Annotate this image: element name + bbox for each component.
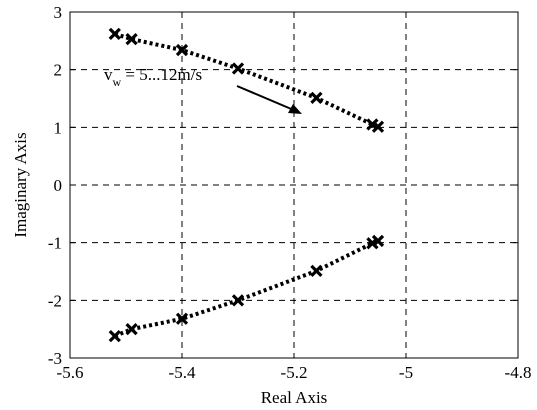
y-tick-label: -1 [48, 234, 62, 253]
y-tick-label: 0 [54, 176, 63, 195]
x-tick-label: -5.6 [57, 363, 84, 382]
grid [70, 12, 518, 358]
x-axis-label: Real Axis [261, 388, 328, 407]
data-point-marker [125, 32, 138, 46]
data-point-marker [231, 294, 245, 307]
annotation: vw = 5...12m/s [104, 65, 302, 114]
data-point-marker [310, 264, 323, 278]
x-tick-label: -5 [399, 363, 413, 382]
ticks [69, 11, 519, 359]
x-tick-label: -4.8 [505, 363, 532, 382]
y-tick-label: 1 [54, 118, 63, 137]
y-axis-label: Imaginary Axis [11, 132, 30, 237]
data-point-marker [310, 91, 323, 105]
y-tick-labels: -3 -2 -1 0 1 2 3 [48, 3, 62, 368]
data-point-marker [371, 234, 385, 248]
y-tick-label: -2 [48, 291, 62, 310]
y-tick-label: 2 [54, 61, 63, 80]
y-tick-label: -3 [48, 349, 62, 368]
annotation-arrow-line [236, 85, 297, 112]
x-tick-label: -5.2 [281, 363, 308, 382]
data-point-marker [231, 62, 245, 75]
data-point-marker [371, 120, 385, 133]
data-point-marker [108, 329, 121, 343]
annotation-text: vw = 5...12m/s [104, 65, 202, 89]
annotation-arrowhead [288, 104, 302, 114]
x-tick-labels: -5.6 -5.4 -5.2 -5 -4.8 [57, 363, 532, 382]
data-point-marker [175, 43, 189, 57]
data-point-marker [108, 27, 121, 41]
series-group [108, 27, 385, 343]
y-tick-label: 3 [54, 3, 63, 22]
data-point-marker [175, 312, 189, 325]
x-tick-label: -5.4 [169, 363, 196, 382]
series-line-2 [114, 239, 379, 338]
data-point-marker [125, 323, 138, 336]
